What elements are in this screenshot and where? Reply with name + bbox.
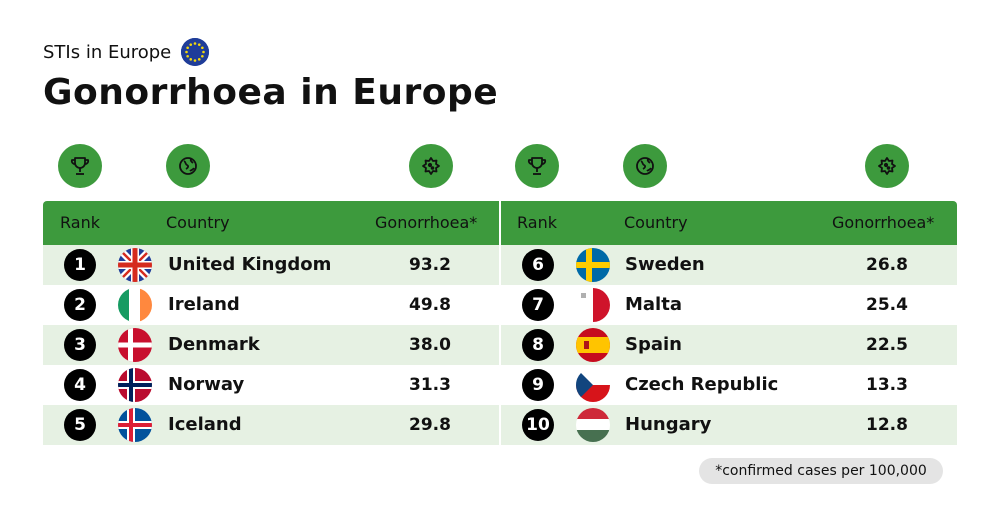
table-row: 4 Norway 31.3 <box>43 365 499 405</box>
footnote-badge: *confirmed cases per 100,000 <box>699 458 943 484</box>
value-cell: 38.0 <box>409 335 451 355</box>
uk-flag-icon <box>118 248 152 282</box>
rank-badge: 1 <box>64 249 96 281</box>
denmark-flag-icon <box>118 328 152 362</box>
header-rank: Rank <box>60 213 100 232</box>
trophy-icon <box>515 144 559 188</box>
value-cell: 31.3 <box>409 375 451 395</box>
table-row: 7 Malta 25.4 <box>501 285 957 325</box>
country-name: United Kingdom <box>168 254 332 275</box>
table-row: 8 Spain 22.5 <box>501 325 957 365</box>
virus-icon <box>409 144 453 188</box>
table-row: 9 Czech Republic 13.3 <box>501 365 957 405</box>
rank-badge: 3 <box>64 329 96 361</box>
value-cell: 29.8 <box>409 415 451 435</box>
rank-badge: 9 <box>522 369 554 401</box>
country-name: Iceland <box>168 414 242 435</box>
globe-icon <box>623 144 667 188</box>
globe-icon <box>166 144 210 188</box>
rank-badge: 7 <box>522 289 554 321</box>
header-country: Country <box>624 213 688 232</box>
subtitle-row: STIs in Europe <box>43 38 210 66</box>
eu-flag-icon <box>181 38 210 66</box>
table-row: 3 Denmark 38.0 <box>43 325 499 365</box>
country-name: Denmark <box>168 334 260 355</box>
rank-badge: 8 <box>522 329 554 361</box>
sweden-flag-icon <box>576 248 610 282</box>
header-value: Gonorrhoea* <box>375 213 478 232</box>
value-cell: 12.8 <box>866 415 908 435</box>
table-row: 5 Iceland 29.8 <box>43 405 499 445</box>
spain-flag-icon <box>576 328 610 362</box>
virus-icon <box>865 144 909 188</box>
table-row: 1 United Kingdom 93.2 <box>43 245 499 285</box>
subtitle: STIs in Europe <box>43 41 172 63</box>
header-value: Gonorrhoea* <box>832 213 935 232</box>
rank-badge: 4 <box>64 369 96 401</box>
country-name: Spain <box>625 334 682 355</box>
table-row: 6 Sweden 26.8 <box>501 245 957 285</box>
page-title: Gonorrhoea in Europe <box>43 72 499 113</box>
table-row: 2 Ireland 49.8 <box>43 285 499 325</box>
trophy-icon <box>58 144 102 188</box>
country-name: Ireland <box>168 294 240 315</box>
country-name: Czech Republic <box>625 374 779 395</box>
country-name: Norway <box>168 374 245 395</box>
country-name: Sweden <box>625 254 705 275</box>
header-rank: Rank <box>517 213 557 232</box>
czech-flag-icon <box>576 368 610 402</box>
value-cell: 22.5 <box>866 335 908 355</box>
hungary-flag-icon <box>576 408 610 442</box>
country-name: Malta <box>625 294 682 315</box>
header-country: Country <box>166 213 230 232</box>
norway-flag-icon <box>118 368 152 402</box>
value-cell: 93.2 <box>409 255 451 275</box>
rank-badge: 6 <box>522 249 554 281</box>
rank-badge: 10 <box>522 409 554 441</box>
value-cell: 25.4 <box>866 295 908 315</box>
ireland-flag-icon <box>118 288 152 322</box>
table-row: 10 Hungary 12.8 <box>501 405 957 445</box>
value-cell: 13.3 <box>866 375 908 395</box>
malta-flag-icon <box>576 288 610 322</box>
column-divider <box>499 201 501 447</box>
iceland-flag-icon <box>118 408 152 442</box>
country-name: Hungary <box>625 414 712 435</box>
value-cell: 49.8 <box>409 295 451 315</box>
value-cell: 26.8 <box>866 255 908 275</box>
rank-badge: 5 <box>64 409 96 441</box>
rank-badge: 2 <box>64 289 96 321</box>
